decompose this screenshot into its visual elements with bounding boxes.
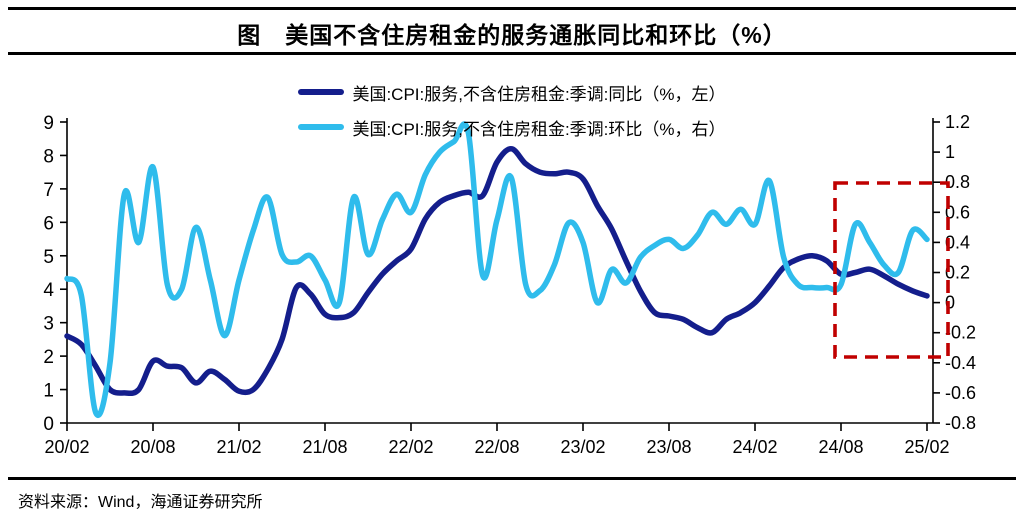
footer-rule [8, 477, 1016, 480]
left-tick-label: 1 [43, 381, 54, 402]
right-tick-label: 0.4 [945, 232, 970, 252]
left-tick-label: 2 [43, 347, 54, 368]
axes [66, 118, 934, 424]
yoy-line [64, 146, 930, 397]
x-tick-label: 21/02 [216, 437, 261, 457]
chart-legend: 美国:CPI:服务,不含住房租金:季调:同比（%，左） 美国:CPI:服务,不含… [0, 81, 1024, 139]
figure-title: 图 美国不含住房租金的服务通胀同比和环比（%） [237, 22, 787, 48]
left-tick-label: 4 [43, 280, 54, 301]
x-tick-label: 20/08 [130, 437, 175, 457]
left-axis: 9 8 7 6 5 4 3 2 1 0 [43, 113, 67, 435]
legend-item-yoy: 美国:CPI:服务,不含住房租金:季调:同比（%，左） [298, 81, 726, 104]
x-tick-label: 25/02 [904, 437, 949, 457]
x-tick-label: 22/08 [474, 437, 519, 457]
x-tick-label: 23/08 [646, 437, 691, 457]
right-tick-label: -0.2 [945, 323, 976, 343]
legend-item-mom: 美国:CPI:服务,不含住房租金:季调:环比（%，右） [298, 116, 726, 139]
left-tick-label: 9 [43, 113, 54, 134]
highlight-box [833, 181, 950, 359]
data-source: 资料来源：Wind，海通证券研究所 [18, 494, 263, 511]
x-tick-label: 23/02 [560, 437, 605, 457]
right-tick-label: 0 [945, 293, 955, 313]
title-top-rule [8, 7, 1016, 10]
right-tick-label: 1.2 [945, 112, 970, 132]
x-tick-label: 24/02 [732, 437, 777, 457]
left-tick-label: 8 [43, 146, 54, 167]
left-tick-label: 7 [43, 180, 54, 201]
yoy-line-swatch [298, 89, 345, 95]
right-tick-label: 0.2 [945, 263, 970, 283]
left-tick-label: 0 [43, 414, 54, 435]
mom-line-swatch [298, 124, 345, 130]
right-tick-label: 0.8 [945, 172, 970, 192]
x-tick-label: 20/02 [44, 437, 89, 457]
right-tick-label: 0.6 [945, 202, 970, 222]
right-tick-label: -0.8 [945, 413, 976, 433]
left-tick-label: 5 [43, 247, 54, 268]
title-bottom-rule [8, 52, 1016, 55]
x-tick-label: 21/08 [302, 437, 347, 457]
left-tick-label: 3 [43, 314, 54, 335]
x-axis: 20/02 20/08 21/02 21/08 22/02 22/08 23/02 23/08… [44, 423, 950, 457]
legend-label-yoy: 美国:CPI:服务,不含住房租金:季调:同比（%，左） [352, 84, 726, 104]
x-tick-label: 22/02 [388, 437, 433, 457]
right-tick-label: 1 [945, 142, 955, 162]
right-tick-label: -0.4 [945, 353, 976, 373]
mom-line [64, 121, 930, 418]
left-tick-label: 6 [43, 213, 54, 234]
right-tick-label: -0.6 [945, 383, 976, 403]
legend-label-mom: 美国:CPI:服务,不含住房租金:季调:环比（%，右） [352, 119, 726, 139]
right-axis: 1.2 1 0.8 0.6 0.4 0.2 0 -0.2 -0.4 -0.6 -0.8 [933, 112, 976, 433]
x-tick-label: 24/08 [818, 437, 863, 457]
